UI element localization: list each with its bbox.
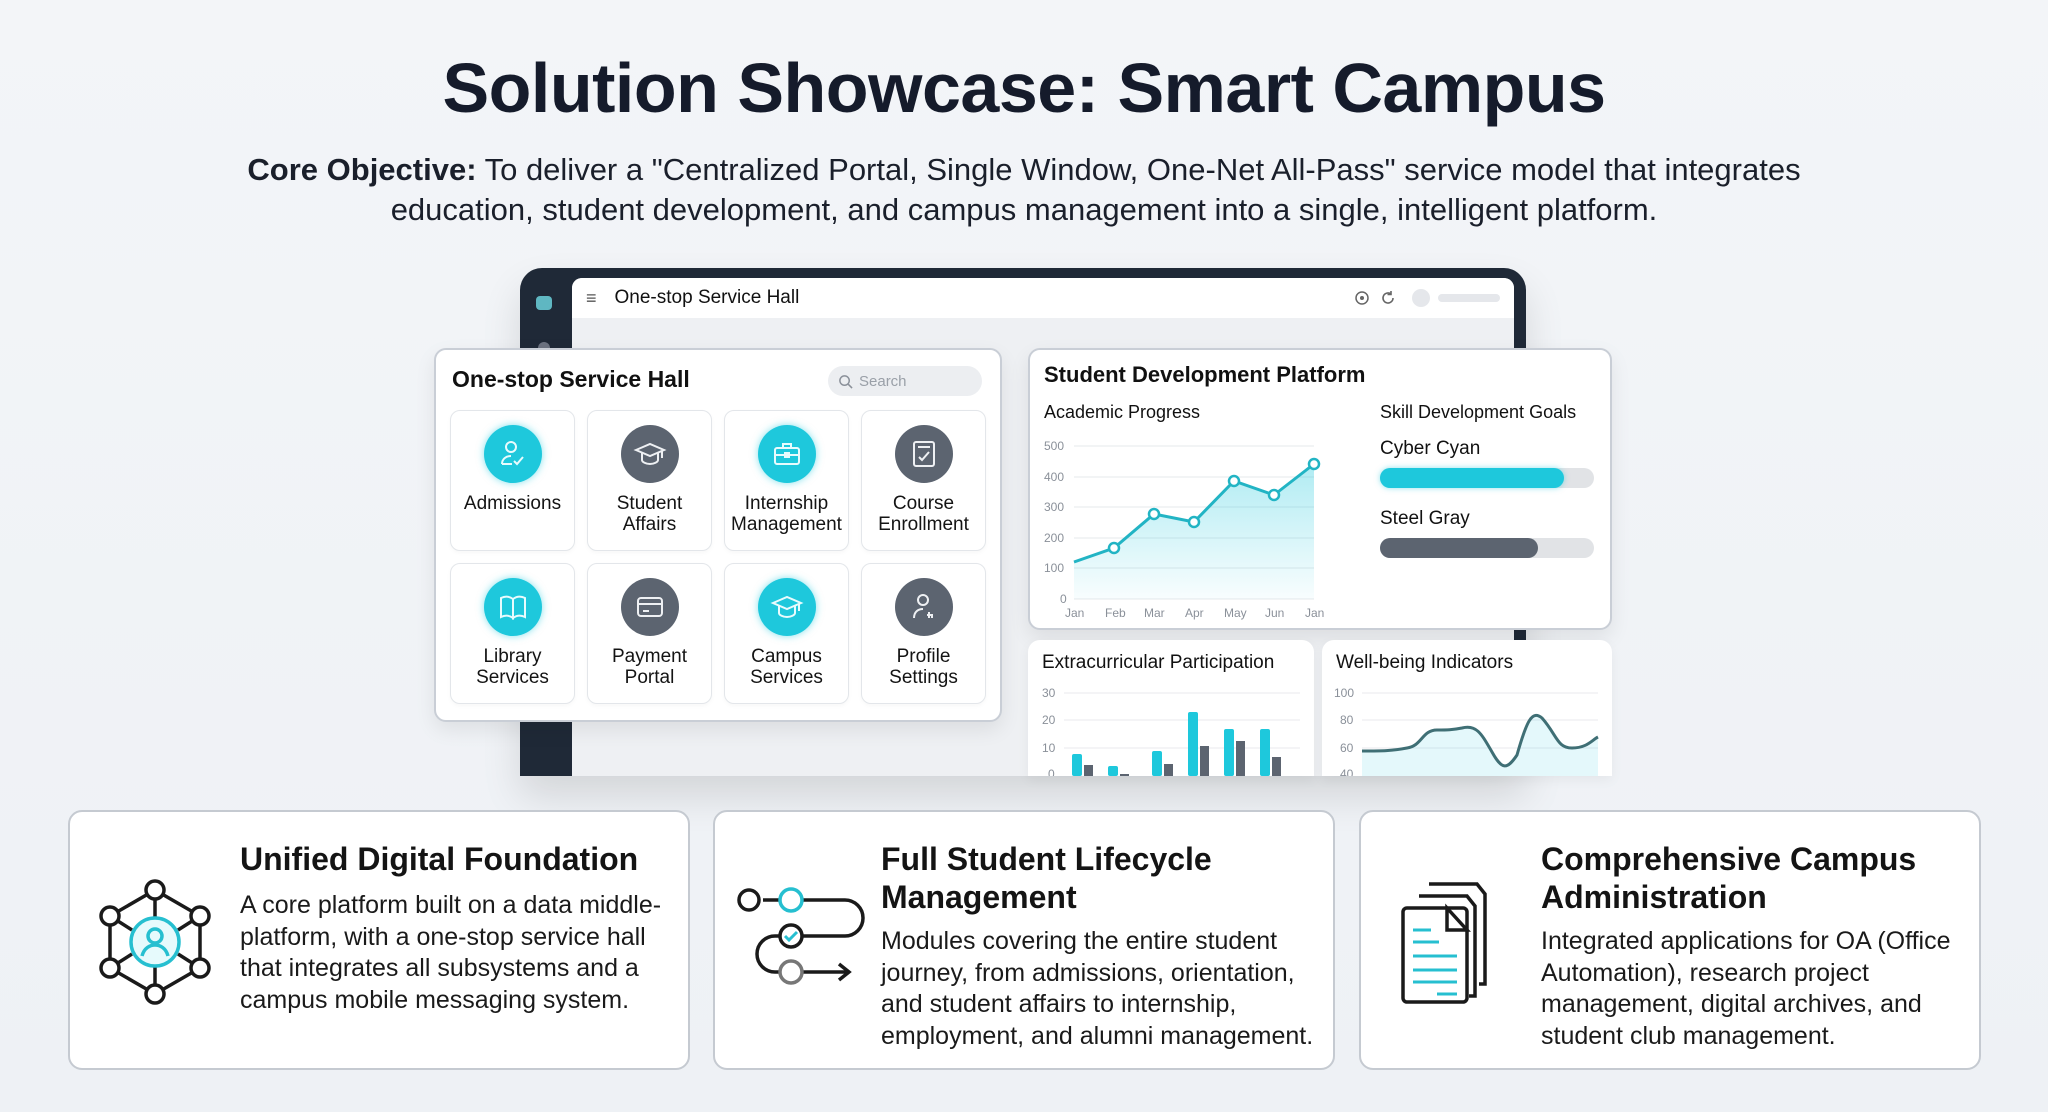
- academic-progress-chart: 500 400 300 200 100 0 Jan Feb Mar Apr May Jun Jan: [1044, 439, 1324, 620]
- academic-progress-label: Academic Progress: [1044, 402, 1201, 422]
- tile-student-affairs[interactable]: Student Affairs: [587, 410, 712, 551]
- card-title: Unified Digital Foundation: [240, 841, 639, 877]
- card-comprehensive-campus-admin: Comprehensive Campus Administration Inte…: [1359, 810, 1981, 1070]
- svg-text:30: 30: [1042, 686, 1056, 700]
- svg-text:100: 100: [1044, 561, 1064, 575]
- card-unified-digital-foundation: Unified Digital Foundation A core platfo…: [68, 810, 690, 1070]
- skill-progress-cyan: [1380, 468, 1594, 488]
- svg-text:0: 0: [1060, 592, 1067, 606]
- tile-label: Payment Portal: [612, 646, 687, 688]
- skill-progress-gray: [1380, 538, 1594, 558]
- user-check-icon: [483, 425, 542, 483]
- svg-text:Jan: Jan: [1065, 606, 1084, 620]
- svg-text:200: 200: [1044, 531, 1064, 545]
- svg-text:40: 40: [1340, 767, 1354, 776]
- extracurricular-panel: Extracurricular Participation 30 20 10 0: [1028, 640, 1314, 776]
- refresh-icon[interactable]: [1380, 290, 1396, 306]
- extracurricular-title: Extracurricular Participation: [1042, 652, 1275, 673]
- tile-payment-portal[interactable]: Payment Portal: [587, 563, 712, 704]
- tile-admissions[interactable]: Admissions: [450, 410, 575, 551]
- svg-text:20: 20: [1042, 713, 1056, 727]
- tile-course-enrollment[interactable]: Course Enrollment: [861, 410, 986, 551]
- card-full-student-lifecycle: Full Student Lifecycle Management Module…: [713, 810, 1335, 1070]
- skill-label: Steel Gray: [1380, 508, 1470, 529]
- wellbeing-title: Well-being Indicators: [1336, 652, 1514, 673]
- skill-fill: [1380, 468, 1565, 488]
- svg-text:May: May: [1224, 606, 1247, 620]
- tile-label: Student Affairs: [616, 493, 683, 535]
- svg-text:0: 0: [1048, 767, 1055, 776]
- briefcase-icon: [757, 425, 816, 483]
- tile-library-services[interactable]: Library Services: [450, 563, 575, 704]
- user-avatar[interactable]: [1412, 289, 1430, 307]
- svg-text:Jan: Jan: [1305, 606, 1324, 620]
- svg-text:Feb: Feb: [1105, 606, 1126, 620]
- svg-text:400: 400: [1044, 470, 1064, 484]
- tile-label: Campus Services: [750, 646, 823, 688]
- wellbeing-line-chart: 100 80 60 40: [1334, 686, 1599, 776]
- graduation-cap-icon: [757, 578, 816, 636]
- skill-goals-label: Skill Development Goals: [1380, 402, 1577, 422]
- tile-label: Internship Management: [731, 493, 842, 535]
- search-placeholder: Search: [859, 372, 907, 390]
- service-tiles: Admissions Student Affairs Internship Ma…: [450, 410, 986, 704]
- tile-label: Profile Settings: [889, 646, 958, 688]
- svg-text:Mar: Mar: [1144, 606, 1165, 620]
- objective-text: To deliver a "Centralized Portal, Single…: [390, 152, 1801, 227]
- svg-text:300: 300: [1044, 500, 1064, 514]
- graduation-cap-icon: [620, 425, 679, 483]
- card-title: Comprehensive Campus Administration: [1541, 841, 1917, 915]
- tile-internship-management[interactable]: Internship Management: [724, 410, 849, 551]
- objective-label: Core Objective:: [247, 152, 477, 187]
- tile-campus-services[interactable]: Campus Services: [724, 563, 849, 704]
- skill-fill: [1380, 538, 1539, 558]
- service-hall-title: One-stop Service Hall: [452, 366, 690, 392]
- student-development-panel: Student Development Platform Academic Pr…: [1028, 348, 1612, 630]
- page-title: Solution Showcase: Smart Campus: [442, 49, 1606, 127]
- card-body: Integrated applications for OA (Office A…: [1541, 927, 1951, 1050]
- book-icon: [483, 578, 542, 636]
- wellbeing-panel: Well-being Indicators 100 80 60 40: [1322, 640, 1612, 776]
- search-icon: [839, 374, 853, 389]
- lifecycle-path-icon: [737, 887, 865, 985]
- svg-text:Jun: Jun: [1265, 606, 1284, 620]
- svg-text:60: 60: [1340, 741, 1354, 755]
- tile-label: Admissions: [463, 493, 562, 514]
- app-logo-icon: [536, 296, 552, 310]
- search-input[interactable]: Search: [828, 366, 982, 396]
- svg-text:500: 500: [1044, 439, 1064, 453]
- student-dev-title: Student Development Platform: [1044, 362, 1366, 387]
- credit-card-icon: [620, 578, 679, 636]
- tile-profile-settings[interactable]: Profile Settings: [861, 563, 986, 704]
- hamburger-menu-icon[interactable]: ≡: [586, 287, 597, 308]
- extracurricular-bar-chart: 30 20 10 0: [1042, 686, 1300, 776]
- topbar-title: One-stop Service Hall: [614, 287, 800, 308]
- target-icon[interactable]: [1354, 290, 1370, 306]
- tile-label: Library Services: [476, 646, 549, 688]
- svg-text:Apr: Apr: [1185, 606, 1204, 620]
- service-hall-panel: One-stop Service Hall Search Admissions …: [434, 348, 1002, 722]
- card-body: A core platform built on a data middle-p…: [240, 891, 662, 1014]
- svg-text:10: 10: [1042, 741, 1056, 755]
- app-topbar: ≡ One-stop Service Hall: [572, 278, 1514, 318]
- core-objective: Core Objective: To deliver a "Centralize…: [180, 150, 1868, 230]
- svg-text:80: 80: [1340, 713, 1354, 727]
- documents-stack-icon: [1401, 882, 1487, 1004]
- edit-document-icon: [894, 425, 953, 483]
- card-title: Full Student Lifecycle Management: [881, 841, 1212, 915]
- skill-label: Cyber Cyan: [1380, 438, 1481, 459]
- network-hub-icon: [99, 879, 211, 1005]
- user-settings-icon: [894, 578, 953, 636]
- user-name-placeholder: [1438, 294, 1500, 302]
- tile-label: Course Enrollment: [878, 493, 969, 535]
- svg-text:100: 100: [1334, 686, 1354, 700]
- card-body: Modules covering the entire student jour…: [881, 927, 1314, 1050]
